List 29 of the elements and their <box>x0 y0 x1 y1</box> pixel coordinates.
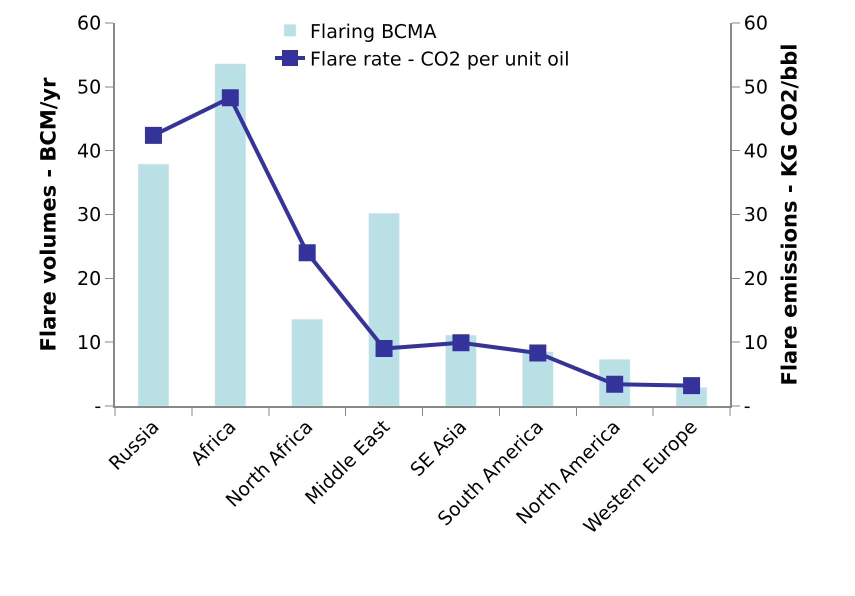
y2-tick-label: 40 <box>744 140 768 162</box>
y-tick-label: 20 <box>77 268 102 290</box>
y2-tick-label: 60 <box>744 12 768 35</box>
bar <box>292 318 323 406</box>
y-tick-label: 30 <box>77 204 102 226</box>
point <box>222 89 239 106</box>
y2-tick-label: 20 <box>744 268 768 290</box>
point <box>376 340 393 358</box>
bar <box>138 164 170 406</box>
y-tick-label: 10 <box>77 332 102 354</box>
y2-axis-title: Flare emissions - KG CO2/bbl <box>778 44 802 386</box>
y-tick-label: 50 <box>77 76 102 98</box>
legend-label: Flare rate - CO2 per unit oil <box>310 48 570 70</box>
bar <box>214 64 246 406</box>
point <box>452 334 470 352</box>
bar <box>368 212 400 406</box>
y2-tick-label: 30 <box>744 204 768 226</box>
legend-label: Flaring BCMA <box>310 20 436 43</box>
y-tick-label: 60 <box>77 12 102 35</box>
y2-tick-label: - <box>744 396 751 418</box>
point <box>683 377 700 394</box>
y2-tick-label: 10 <box>744 332 768 354</box>
point <box>144 126 162 144</box>
y-tick-label: 40 <box>77 140 102 162</box>
y-axis-title: Flare volumes - BCM/yr <box>36 76 61 352</box>
y-tick-label: - <box>94 396 102 418</box>
point <box>529 344 546 362</box>
y2-tick-label: 50 <box>744 76 768 98</box>
point <box>298 244 316 262</box>
